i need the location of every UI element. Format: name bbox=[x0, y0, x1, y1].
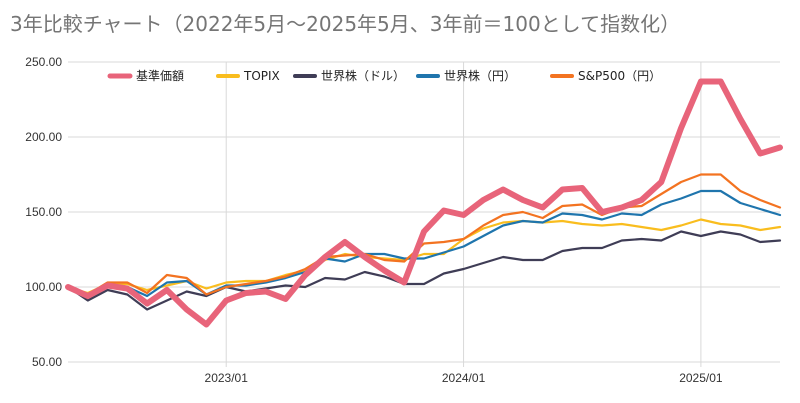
legend-label: 世界株（ドル） bbox=[321, 68, 405, 83]
axis-tick-labels: 250.00 200.00 150.00 100.00 50.00 2023/01 2024… bbox=[25, 55, 723, 385]
x-tick-label: 2024/01 bbox=[442, 371, 486, 385]
y-tick-label: 250.00 bbox=[25, 55, 62, 69]
y-tick-label: 200.00 bbox=[25, 130, 62, 144]
legend-label: S&P500（円） bbox=[578, 69, 661, 83]
series-line-2 bbox=[66, 230, 782, 311]
y-tick-label: 100.00 bbox=[25, 280, 62, 294]
legend-label: 基準価額 bbox=[136, 68, 184, 83]
series-lines bbox=[65, 78, 783, 328]
series-line-4 bbox=[66, 173, 782, 296]
legend-label: 世界株（円） bbox=[444, 68, 516, 83]
y-tick-label: 150.00 bbox=[25, 205, 62, 219]
chart-title: 3年比較チャート（2022年5月〜2025年5月、3年前＝100として指数化） bbox=[10, 12, 681, 36]
x-tick-label: 2023/01 bbox=[205, 371, 249, 385]
series-line-3 bbox=[66, 189, 782, 298]
legend: 基準価額 TOPIX 世界株（ドル） 世界株（円） S&P500（円） bbox=[107, 68, 661, 83]
x-tick-label: 2025/01 bbox=[679, 371, 723, 385]
series-line-0 bbox=[65, 78, 783, 328]
legend-label: TOPIX bbox=[243, 69, 280, 83]
y-tick-label: 50.00 bbox=[32, 355, 62, 369]
grid-lines bbox=[68, 61, 780, 367]
